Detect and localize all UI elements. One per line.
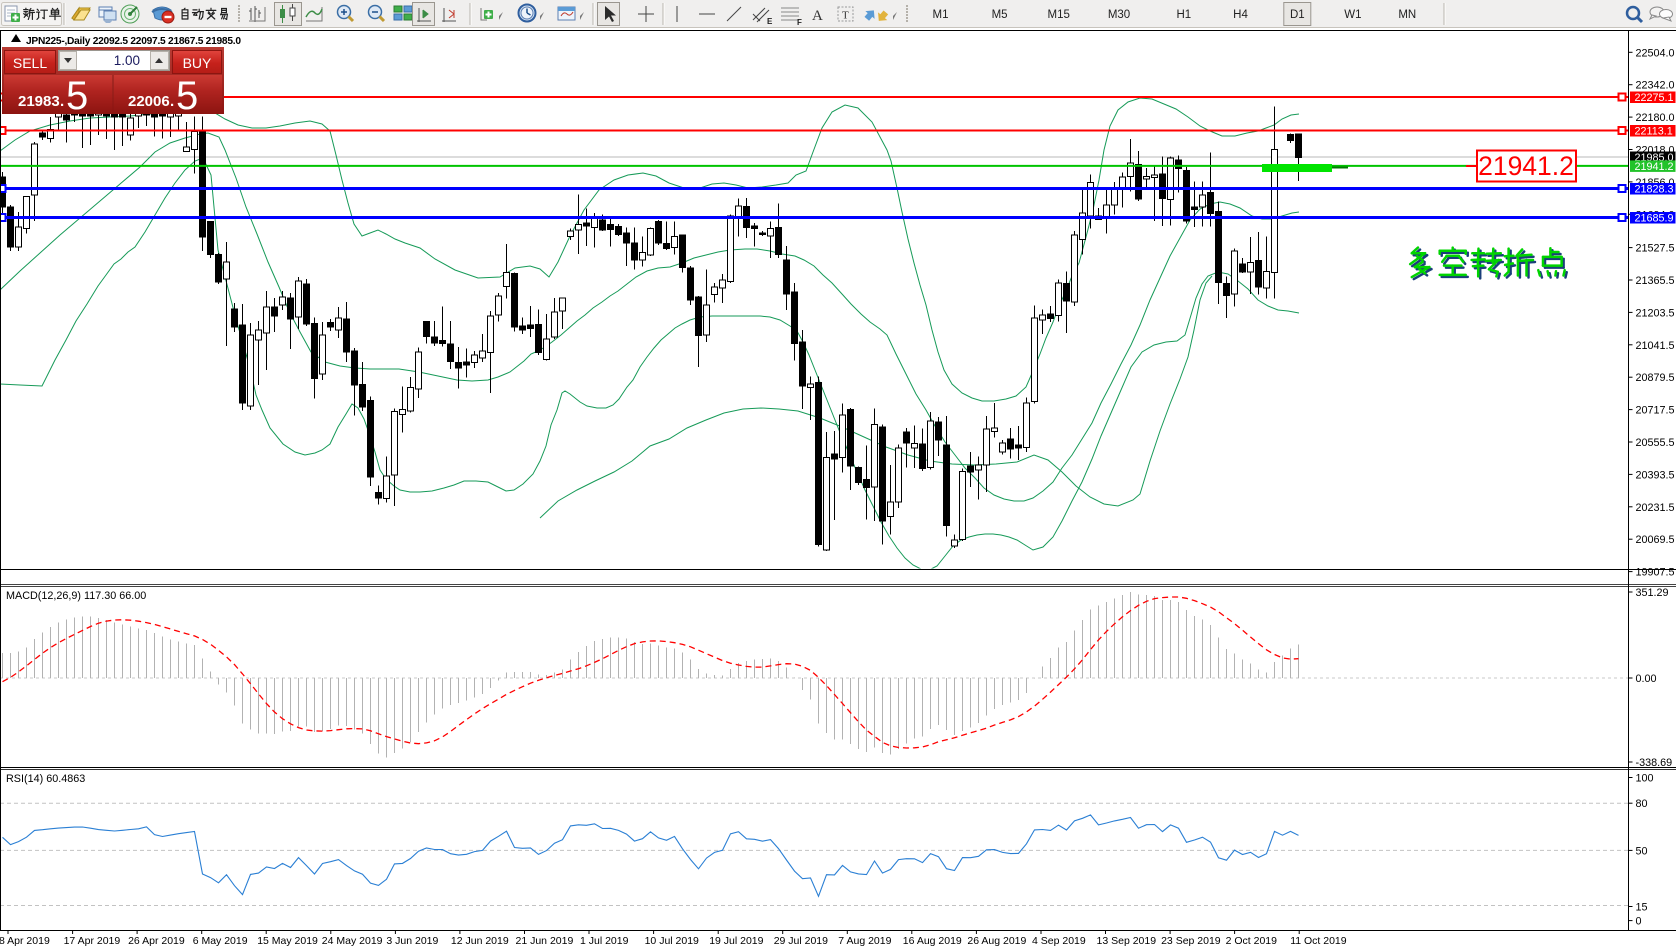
svg-text:80: 80: [1636, 798, 1648, 810]
svg-text:21941.2: 21941.2: [1635, 161, 1674, 173]
svg-text:2 Oct 2019: 2 Oct 2019: [1226, 935, 1278, 947]
svg-text:3 Jun 2019: 3 Jun 2019: [386, 935, 438, 947]
svg-text:T: T: [842, 10, 849, 22]
svg-text:M1: M1: [933, 9, 949, 21]
svg-text:11 Oct 2019: 11 Oct 2019: [1290, 935, 1347, 947]
svg-text:0: 0: [1636, 916, 1642, 928]
svg-text:20069.5: 20069.5: [1636, 534, 1675, 546]
svg-text:1 Jul 2019: 1 Jul 2019: [580, 935, 629, 947]
svg-text:F: F: [797, 18, 802, 27]
svg-text:50: 50: [1636, 845, 1648, 857]
svg-text:19907.5: 19907.5: [1636, 567, 1675, 579]
svg-text:20555.5: 20555.5: [1636, 437, 1675, 449]
svg-text:12 Jun 2019: 12 Jun 2019: [451, 935, 509, 947]
svg-text:16 Aug 2019: 16 Aug 2019: [903, 935, 962, 947]
svg-text:H4: H4: [1233, 9, 1248, 21]
svg-text:21828.3: 21828.3: [1635, 184, 1674, 196]
svg-text:26 Apr 2019: 26 Apr 2019: [128, 935, 185, 947]
svg-text:15: 15: [1636, 902, 1648, 914]
svg-text:RSI(14) 60.4863: RSI(14) 60.4863: [6, 773, 85, 785]
svg-text:MN: MN: [1398, 9, 1416, 21]
svg-text:E: E: [767, 17, 773, 26]
svg-text:21041.5: 21041.5: [1636, 340, 1675, 352]
svg-text:MACD(12,26,9) 117.30 66.00: MACD(12,26,9) 117.30 66.00: [6, 590, 146, 602]
svg-text:22113.1: 22113.1: [1635, 126, 1673, 138]
svg-text:20879.5: 20879.5: [1636, 372, 1675, 384]
svg-text:351.29: 351.29: [1636, 587, 1669, 599]
svg-text:13 Sep 2019: 13 Sep 2019: [1097, 935, 1157, 947]
svg-text:D1: D1: [1290, 9, 1305, 21]
svg-text:M5: M5: [992, 9, 1008, 21]
svg-text:20393.5: 20393.5: [1636, 469, 1675, 481]
svg-text:A: A: [812, 8, 823, 24]
svg-text:M30: M30: [1108, 9, 1130, 21]
svg-text:22275.1: 22275.1: [1635, 92, 1674, 104]
svg-text:21527.5: 21527.5: [1636, 243, 1675, 255]
svg-text:21941.2: 21941.2: [1478, 151, 1574, 181]
svg-text:20231.5: 20231.5: [1636, 502, 1675, 514]
svg-text:23 Sep 2019: 23 Sep 2019: [1161, 935, 1221, 947]
svg-text:22342.0: 22342.0: [1636, 80, 1675, 92]
svg-text:22504.0: 22504.0: [1636, 47, 1675, 59]
svg-text:26 Aug 2019: 26 Aug 2019: [967, 935, 1026, 947]
svg-text:M15: M15: [1048, 9, 1070, 21]
svg-text:10 Jul 2019: 10 Jul 2019: [645, 935, 699, 947]
svg-text:21685.9: 21685.9: [1635, 213, 1674, 225]
svg-text:8 Apr 2019: 8 Apr 2019: [0, 935, 50, 947]
svg-text:100: 100: [1636, 773, 1654, 785]
svg-text:4 Sep 2019: 4 Sep 2019: [1032, 935, 1086, 947]
svg-text:20717.5: 20717.5: [1636, 405, 1675, 417]
svg-text:-338.69: -338.69: [1636, 757, 1673, 769]
svg-text:29 Jul 2019: 29 Jul 2019: [774, 935, 828, 947]
svg-text:JPN225-,Daily 22092.5 22097.5: JPN225-,Daily 22092.5 22097.5 21867.5 21…: [26, 36, 241, 47]
svg-text:22180.0: 22180.0: [1636, 112, 1675, 124]
svg-text:15 May 2019: 15 May 2019: [257, 935, 318, 947]
svg-text:21365.5: 21365.5: [1636, 275, 1675, 287]
svg-text:24 May 2019: 24 May 2019: [322, 935, 383, 947]
svg-text:W1: W1: [1344, 9, 1361, 21]
svg-text:21203.5: 21203.5: [1636, 307, 1675, 319]
svg-text:17 Apr 2019: 17 Apr 2019: [64, 935, 121, 947]
svg-text:7 Aug 2019: 7 Aug 2019: [838, 935, 891, 947]
svg-text:21 Jun 2019: 21 Jun 2019: [516, 935, 574, 947]
svg-text:6 May 2019: 6 May 2019: [193, 935, 248, 947]
svg-text:19 Jul 2019: 19 Jul 2019: [709, 935, 763, 947]
svg-text:H1: H1: [1176, 9, 1191, 21]
svg-text:0.00: 0.00: [1636, 673, 1657, 685]
